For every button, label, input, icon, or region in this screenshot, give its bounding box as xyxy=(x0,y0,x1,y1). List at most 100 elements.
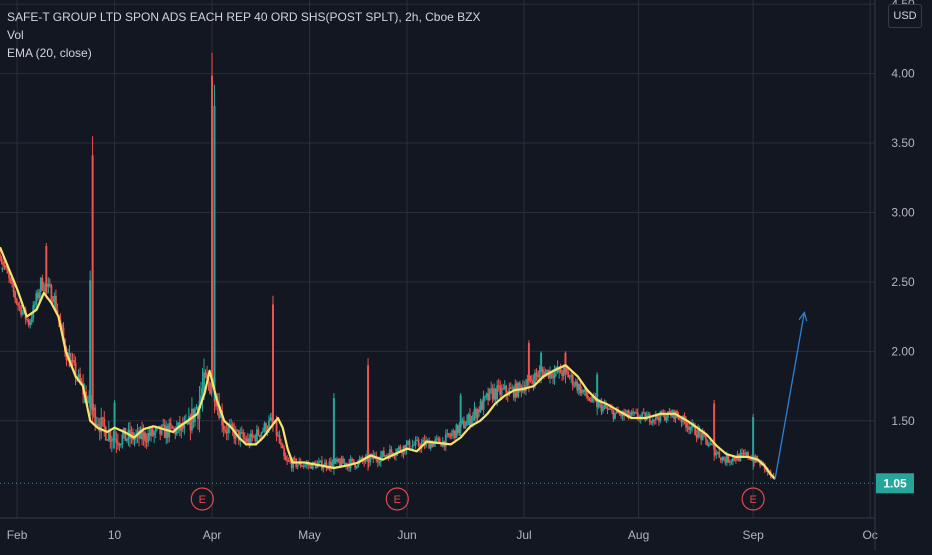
candle-body xyxy=(599,402,601,404)
candle-body xyxy=(456,424,459,434)
candle-body xyxy=(385,455,388,457)
candle-body xyxy=(565,367,568,372)
candle-body xyxy=(293,458,296,460)
candle-body xyxy=(600,402,603,412)
candle-body xyxy=(349,458,352,469)
candle-body xyxy=(124,427,127,441)
x-tick-label: Sep xyxy=(742,528,764,542)
candle-body xyxy=(580,389,583,394)
candle-body xyxy=(701,432,704,440)
candle-body xyxy=(455,424,458,439)
grid xyxy=(0,0,875,518)
candle-body xyxy=(689,427,692,430)
candle-body xyxy=(307,463,310,466)
candle-body xyxy=(260,432,263,437)
candle-body xyxy=(219,410,222,418)
candle-body xyxy=(526,379,529,386)
candle-body xyxy=(467,414,470,421)
candle-body xyxy=(491,388,494,400)
candle-body xyxy=(724,460,727,463)
candle-body xyxy=(665,417,668,421)
spike-body xyxy=(113,402,116,438)
candle-body xyxy=(691,423,694,428)
candle-body xyxy=(86,401,89,404)
volume-legend-item[interactable]: Vol xyxy=(7,28,24,42)
candle-body xyxy=(759,461,762,466)
candle-body xyxy=(116,442,119,445)
y-tick-label: 4.00 xyxy=(891,67,915,81)
candle-body xyxy=(450,433,453,437)
candle-body xyxy=(694,425,697,436)
candle-body xyxy=(251,433,254,438)
candle-body xyxy=(180,423,183,431)
candle-body xyxy=(648,414,651,423)
candle-body xyxy=(97,424,100,427)
candle-body xyxy=(163,424,166,439)
candle-body xyxy=(225,431,228,434)
candle-body xyxy=(175,427,178,434)
spike-body xyxy=(367,365,370,460)
candle-body xyxy=(257,429,260,436)
candle-body xyxy=(534,372,536,385)
candle-body xyxy=(553,371,556,379)
candle-body xyxy=(65,352,68,361)
candle-body xyxy=(558,367,561,373)
candle-body xyxy=(195,407,198,409)
candle-body xyxy=(573,385,576,387)
candle-body xyxy=(115,439,118,443)
candle-body xyxy=(446,433,449,435)
candle-body xyxy=(153,432,156,436)
candle-body xyxy=(343,462,346,464)
currency-button[interactable]: USD xyxy=(888,4,922,28)
candle-body xyxy=(434,439,437,443)
candle-body xyxy=(191,408,193,431)
candle-body xyxy=(668,411,671,414)
candle-body xyxy=(106,439,109,441)
candle-body xyxy=(74,362,77,378)
candle-body xyxy=(695,435,698,438)
ema-legend-item[interactable]: EMA (20, close) xyxy=(7,46,92,60)
candle-body xyxy=(626,410,629,414)
candle-body xyxy=(742,452,745,454)
spike-body xyxy=(459,395,462,428)
candle-body xyxy=(139,429,142,439)
candle-body xyxy=(479,401,482,413)
candle-body xyxy=(263,423,266,431)
candle-body xyxy=(417,439,420,446)
candle-body xyxy=(322,466,325,469)
candle-body xyxy=(17,303,20,306)
candle-body xyxy=(586,395,589,399)
candle-body xyxy=(299,461,302,467)
candle-body xyxy=(405,443,408,452)
candle-body xyxy=(15,298,18,304)
x-tick-label: Oc xyxy=(862,528,877,542)
y-tick-label: 3.00 xyxy=(891,205,915,219)
candle-body xyxy=(27,319,30,326)
candle-body xyxy=(725,455,728,463)
x-tick-label: Feb xyxy=(7,528,28,542)
candle-body xyxy=(630,411,633,416)
candle-body xyxy=(186,421,189,425)
candle-body xyxy=(0,259,3,262)
candle-body xyxy=(382,450,385,457)
candle-body xyxy=(653,419,656,421)
candle-body xyxy=(685,421,687,428)
candle-body xyxy=(570,374,573,378)
candle-body xyxy=(730,461,733,463)
candle-body xyxy=(48,284,51,286)
candle-body xyxy=(310,463,313,469)
candle-body xyxy=(706,439,709,446)
candle-body xyxy=(53,295,56,302)
candle-body xyxy=(733,457,736,460)
earnings-marker-label: E xyxy=(199,494,206,506)
candle-body xyxy=(561,373,564,376)
candle-body xyxy=(576,381,579,391)
symbol-title[interactable]: SAFE-T GROUP LTD SPON ADS EACH REP 40 OR… xyxy=(7,10,481,24)
candle-body xyxy=(21,312,24,315)
spike-body xyxy=(596,374,599,405)
candle-body xyxy=(378,461,381,463)
candle-body xyxy=(119,443,122,446)
candle-body xyxy=(352,459,355,464)
candle-body xyxy=(8,273,10,278)
